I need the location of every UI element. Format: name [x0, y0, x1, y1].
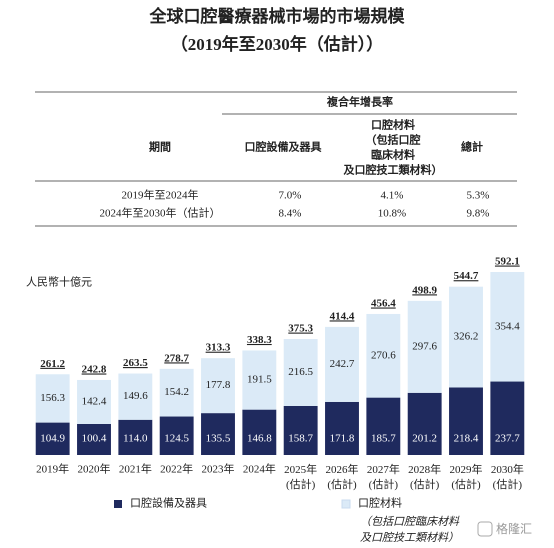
- x-tick-label: 2024年: [243, 462, 276, 476]
- bar-segment: [159, 368, 194, 417]
- value-label: 104.9: [40, 433, 65, 445]
- value-label: 297.6: [412, 340, 437, 352]
- value-label: 124.5: [164, 433, 189, 445]
- bar-segment: [201, 358, 235, 414]
- bar-segment: [407, 392, 442, 455]
- column-header: 口腔材料（包括口腔臨床材料及口腔技工類材料）: [344, 117, 443, 176]
- bar-segment: [242, 409, 277, 455]
- bar-segment: [325, 401, 359, 455]
- legend-label: 口腔材料: [358, 496, 402, 510]
- value-label: 326.2: [454, 331, 479, 343]
- value-label: 177.8: [206, 379, 231, 391]
- total-label: 414.4: [330, 310, 355, 322]
- column-header: 期間: [149, 140, 171, 154]
- bar-segment: [77, 379, 111, 424]
- value-label: 171.8: [330, 433, 355, 445]
- legend-swatch: [114, 500, 122, 508]
- x-tick-label: 2020年: [78, 462, 111, 476]
- value-label: 154.2: [164, 386, 189, 398]
- value-label: 191.5: [247, 374, 272, 386]
- column-header: 口腔設備及器具: [245, 140, 322, 154]
- watermark-group: 格隆汇: [477, 521, 532, 537]
- group-header: 複合年增長率: [326, 95, 393, 109]
- bar-segment: [159, 416, 194, 455]
- x-tick-label: 2027年(估計): [367, 462, 400, 491]
- table-cell: 4.1%: [381, 190, 404, 202]
- bar-segment: [35, 374, 70, 423]
- total-label: 375.3: [288, 323, 313, 335]
- bar-segment: [490, 381, 525, 455]
- value-label: 237.7: [495, 433, 520, 445]
- x-tick-label: 2019年: [36, 462, 69, 476]
- bar-segment: [35, 422, 70, 455]
- bar-segment: [407, 300, 442, 393]
- unit-label: 人民幣十億元: [26, 275, 92, 289]
- table-cell: 7.0%: [279, 190, 302, 202]
- bar-segment: [283, 339, 318, 406]
- bar-segment: [242, 350, 277, 410]
- value-label: 354.4: [495, 320, 520, 332]
- bar-segment: [366, 313, 401, 398]
- value-label: 114.0: [123, 433, 148, 445]
- total-label: 338.3: [247, 334, 272, 346]
- x-tick-label: 2026年(估計): [326, 462, 359, 491]
- table-cell: 2019年至2024年: [122, 188, 199, 202]
- value-label: 146.8: [247, 433, 272, 445]
- bar-segment: [449, 286, 483, 388]
- value-label: 142.4: [82, 395, 107, 407]
- x-tick-label: 2021年: [119, 462, 152, 476]
- legend-swatch: [341, 499, 351, 509]
- bar-segment: [118, 419, 153, 455]
- total-label: 313.3: [206, 342, 231, 354]
- column-header: 總計: [461, 140, 483, 154]
- bar-segment: [490, 272, 525, 382]
- value-label: 100.4: [82, 433, 107, 445]
- x-tick-label: 2022年: [160, 462, 193, 476]
- value-label: 149.6: [123, 390, 148, 402]
- total-label: 456.4: [371, 298, 396, 310]
- subtitle: （2019年至2030年（估計））: [171, 34, 384, 54]
- legend-label: 口腔設備及器具: [130, 496, 207, 510]
- title: 全球口腔醫療器械市場的市場規模: [149, 6, 406, 26]
- value-label: 156.3: [40, 392, 65, 404]
- watermark: 格隆汇: [496, 521, 532, 536]
- bar-segment: [201, 413, 235, 455]
- x-tick-label: 2030年(估計): [491, 462, 524, 491]
- x-tick-label: 2025年(估計): [284, 462, 317, 491]
- table-cell: 2024年至2030年（估計）: [100, 206, 221, 220]
- total-label: 498.9: [412, 284, 437, 296]
- value-label: 158.7: [288, 433, 313, 445]
- total-label: 544.7: [454, 270, 479, 282]
- x-tick-label: 2029年(估計): [450, 462, 483, 491]
- table-cell: 8.4%: [279, 208, 302, 220]
- total-label: 278.7: [164, 352, 189, 364]
- table-cell: 5.3%: [467, 190, 490, 202]
- bar-segment: [77, 423, 111, 455]
- legend-note: （包括口腔臨床材料及口腔技工類材料）: [360, 515, 460, 544]
- total-label: 263.5: [123, 357, 148, 369]
- x-tick-label: 2023年: [202, 462, 235, 476]
- bar-segment: [449, 387, 483, 455]
- x-tick-label: 2028年(估計): [408, 462, 441, 491]
- value-label: 201.2: [412, 433, 437, 445]
- bar-segment: [325, 326, 359, 402]
- total-label: 242.8: [82, 363, 107, 375]
- table-cell: 9.8%: [467, 208, 490, 220]
- value-label: 135.5: [206, 433, 231, 445]
- bar-segment: [283, 405, 318, 455]
- value-label: 216.5: [288, 366, 313, 378]
- value-label: 242.7: [330, 358, 355, 370]
- value-label: 270.6: [371, 349, 396, 361]
- total-label: 592.1: [495, 256, 520, 268]
- bar-segment: [366, 397, 401, 455]
- value-label: 218.4: [454, 433, 479, 445]
- watermark-icon: [477, 521, 493, 537]
- value-label: 185.7: [371, 433, 396, 445]
- total-label: 261.2: [40, 358, 65, 370]
- bar-segment: [118, 373, 153, 420]
- table-cell: 10.8%: [378, 208, 406, 220]
